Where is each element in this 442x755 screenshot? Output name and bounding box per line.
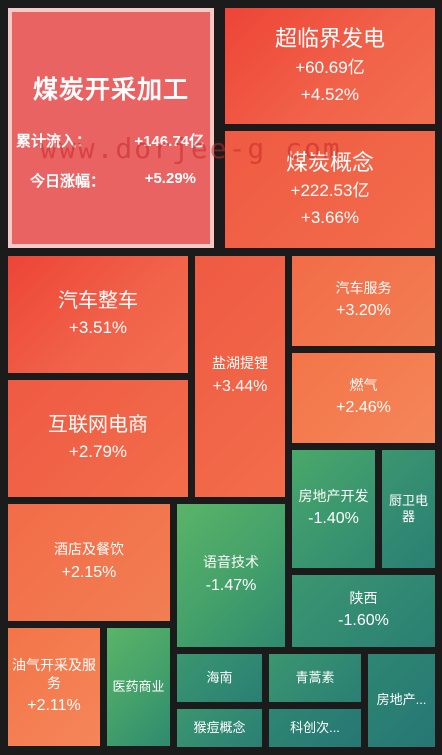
- sector-name: 陕西: [349, 589, 378, 606]
- sector-change: -1.47%: [205, 576, 257, 594]
- sector-name: 厨卫电器: [388, 492, 428, 524]
- sector-name: 青蒿素: [295, 669, 335, 685]
- sector-change: +3.20%: [336, 302, 391, 320]
- featured-change-value: +5.29%: [144, 170, 196, 187]
- sector-change: -1.60%: [338, 612, 389, 630]
- sector-name: 煤炭概念: [285, 149, 374, 175]
- sector-name: 房地产开发: [298, 487, 369, 504]
- featured-sector-name: 煤炭开采加工: [32, 76, 189, 104]
- featured-flow-value: +146.74亿: [134, 133, 204, 150]
- sector-tile-qinghaosu[interactable]: 青蒿素: [269, 654, 361, 702]
- sector-tile-shanxi[interactable]: 陕西 -1.60%: [292, 575, 435, 647]
- sector-name: 猴痘概念: [193, 719, 246, 735]
- sector-tile-ranqi[interactable]: 燃气 +2.46%: [292, 353, 435, 443]
- sector-flow: +60.69亿: [295, 57, 365, 77]
- sector-tile-chaolinjie[interactable]: 超临界发电 +60.69亿 +4.52%: [225, 8, 435, 124]
- sector-change: +3.66%: [300, 208, 360, 228]
- sector-tile-qiche[interactable]: 汽车整车 +3.51%: [8, 256, 188, 373]
- sector-name: 房地产...: [376, 692, 427, 708]
- featured-change-label: 今日涨幅：: [30, 173, 106, 190]
- sector-tile-qichefuwu[interactable]: 汽车服务 +3.20%: [292, 256, 435, 346]
- sector-change: +3.51%: [68, 318, 128, 338]
- sector-name: 超临界发电: [274, 26, 385, 52]
- sector-name: 油气开采及服务: [12, 657, 96, 691]
- sector-tile-yiyao[interactable]: 医药商业: [107, 628, 170, 746]
- sector-tile-chuwei[interactable]: 厨卫电器: [382, 450, 435, 568]
- sector-name: 酒店及餐饮: [54, 541, 124, 558]
- featured-sector-tile[interactable]: 煤炭开采加工 累计流入： +146.74亿 今日涨幅： +5.29%: [8, 8, 214, 248]
- sector-tile-yuyin[interactable]: 语音技术 -1.47%: [177, 504, 285, 647]
- sector-name: 燃气: [349, 376, 378, 393]
- sector-name: 互联网电商: [48, 414, 148, 437]
- sector-tile-kechuang[interactable]: 科创次...: [269, 709, 361, 747]
- sector-tile-hulianwang[interactable]: 互联网电商 +2.79%: [8, 380, 188, 497]
- sector-tile-houdou[interactable]: 猴痘概念: [177, 709, 262, 747]
- sector-change: +4.52%: [300, 84, 360, 104]
- sector-change: +2.79%: [68, 442, 128, 462]
- sector-name: 科创次...: [290, 719, 340, 735]
- sector-change: -1.40%: [308, 510, 359, 528]
- featured-change-row: 今日涨幅： +5.29%: [30, 170, 196, 191]
- sector-name: 海南: [206, 669, 233, 685]
- sector-tile-meitan[interactable]: 煤炭概念 +222.53亿 +3.66%: [225, 131, 435, 248]
- featured-flow-row: 累计流入： +146.74亿: [16, 130, 204, 151]
- sector-change: +3.44%: [212, 377, 268, 395]
- sector-tile-youqi[interactable]: 油气开采及服务 +2.11%: [8, 628, 100, 746]
- sector-name: 盐湖提锂: [212, 355, 268, 372]
- sector-change: +2.15%: [61, 563, 117, 581]
- sector-name: 汽车整车: [58, 290, 138, 313]
- sector-tile-fangdichan2[interactable]: 房地产...: [368, 654, 435, 747]
- sector-name: 语音技术: [203, 554, 259, 571]
- sector-tile-hainan[interactable]: 海南: [177, 654, 262, 702]
- sector-tile-jiudian[interactable]: 酒店及餐饮 +2.15%: [8, 504, 170, 621]
- sector-change: +2.11%: [27, 697, 81, 715]
- sector-name: 汽车服务: [335, 279, 392, 296]
- featured-flow-label: 累计流入：: [16, 133, 92, 150]
- sector-tile-fangdichan[interactable]: 房地产开发 -1.40%: [292, 450, 375, 568]
- sector-tile-yanhu[interactable]: 盐湖提锂 +3.44%: [195, 256, 285, 497]
- sector-change: +2.46%: [336, 399, 391, 417]
- sector-flow: +222.53亿: [290, 181, 370, 201]
- sector-name: 医药商业: [112, 678, 165, 694]
